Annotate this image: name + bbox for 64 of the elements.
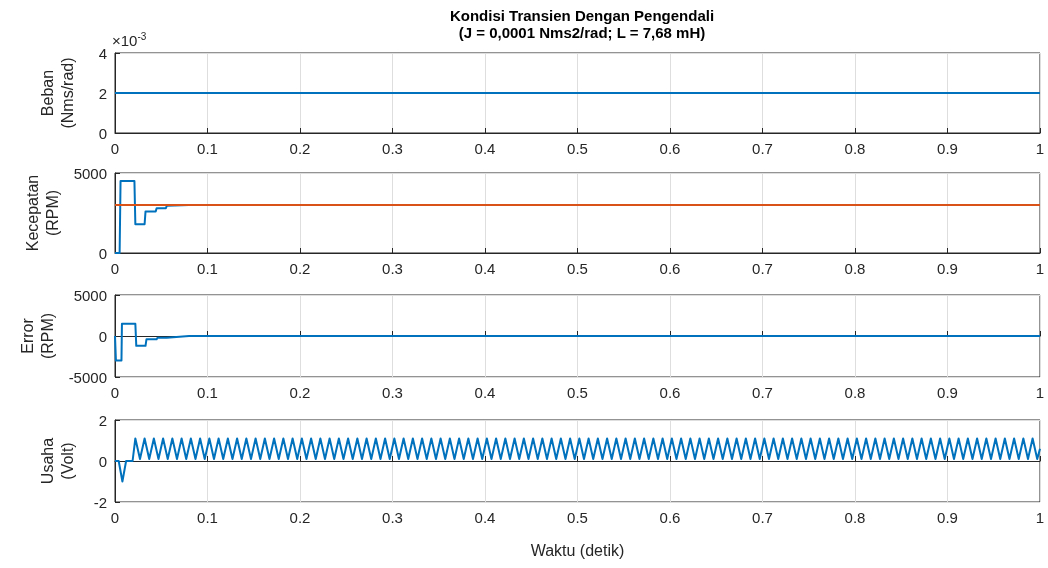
x-tick-label: 1 — [1035, 260, 1045, 277]
x-tick-label: 0.7 — [752, 509, 773, 526]
x-tick-label: 0.8 — [844, 509, 866, 526]
x-tick-label: 1 — [1035, 140, 1045, 157]
y-tick-label: -2 — [93, 493, 107, 511]
x-tick-label: 0 — [110, 384, 120, 401]
x-tick-label: 0.8 — [844, 384, 866, 401]
x-tick-label: 0.1 — [197, 509, 218, 526]
x-tick-label: 0.1 — [197, 140, 218, 157]
x-tick-label: 0.9 — [937, 384, 958, 401]
x-axis-title: Waktu (detik) — [530, 541, 625, 559]
x-tick-label: 0.1 — [197, 384, 218, 401]
y-tick-label: 2 — [98, 84, 107, 102]
y-axis-title: Beban (Nms/rad) — [38, 57, 76, 129]
x-tick-label: 0.3 — [382, 140, 403, 157]
x-tick-label: 0.5 — [567, 384, 588, 401]
x-tick-label: 0.3 — [382, 509, 403, 526]
x-tick-label: 0.9 — [937, 509, 958, 526]
y-tick-label: 4 — [98, 44, 107, 62]
x-tick-label: 0.5 — [567, 509, 588, 526]
x-tick-label: 0.3 — [382, 384, 403, 401]
x-tick-label: 0 — [110, 260, 120, 277]
x-tick-label: 0.2 — [289, 384, 311, 401]
x-tick-label: 0.6 — [659, 384, 681, 401]
x-tick-label: 1 — [1035, 384, 1045, 401]
y-axis-title: Kecepatan (RPM) — [24, 174, 62, 252]
x-tick-label: 0.5 — [567, 140, 588, 157]
x-tick-label: 0 — [110, 509, 120, 526]
x-tick-label: 0.4 — [474, 260, 496, 277]
y-tick-label: 0 — [98, 124, 107, 142]
x-tick-label: 0.6 — [659, 509, 681, 526]
x-tick-label: 0.3 — [382, 260, 403, 277]
y-tick-label: 0 — [98, 452, 107, 470]
x-tick-label: 0.6 — [659, 260, 681, 277]
line-series — [114, 437, 1041, 483]
y-axis-title: Error (RPM) — [19, 312, 57, 360]
y-tick-label: 0 — [98, 327, 107, 345]
y-tick-label: 2 — [98, 411, 107, 429]
x-tick-label: 0.4 — [474, 140, 496, 157]
chart-title: Kondisi Transien Dengan Pengendali — [449, 7, 715, 24]
chart-subtitle: (J = 0,0001 Nms2/rad; L = 7,68 mH) — [458, 24, 706, 41]
x-tick-label: 0.2 — [289, 140, 311, 157]
line-series — [114, 322, 1041, 362]
y-tick-label: 0 — [98, 244, 107, 262]
x-tick-label: 0.2 — [289, 509, 311, 526]
y-axis-title: Usaha (Volt) — [38, 437, 76, 485]
x-tick-label: 0.7 — [752, 260, 773, 277]
x-tick-label: 0.2 — [289, 260, 311, 277]
y-tick-label: 5000 — [73, 286, 107, 304]
x-tick-label: 0.5 — [567, 260, 588, 277]
x-tick-label: 0.4 — [474, 384, 496, 401]
x-tick-label: 0.7 — [752, 140, 773, 157]
x-tick-label: 0.8 — [844, 140, 866, 157]
x-tick-label: 0 — [110, 140, 120, 157]
x-tick-label: 0.8 — [844, 260, 866, 277]
x-tick-label: 1 — [1035, 509, 1045, 526]
x-tick-label: 0.4 — [474, 509, 496, 526]
y-tick-label: 5000 — [73, 164, 107, 182]
x-tick-label: 0.6 — [659, 140, 681, 157]
x-tick-label: 0.9 — [937, 140, 958, 157]
y-tick-label: -5000 — [68, 368, 107, 386]
x-tick-label: 0.9 — [937, 260, 958, 277]
x-tick-label: 0.7 — [752, 384, 773, 401]
x-tick-label: 0.1 — [197, 260, 218, 277]
